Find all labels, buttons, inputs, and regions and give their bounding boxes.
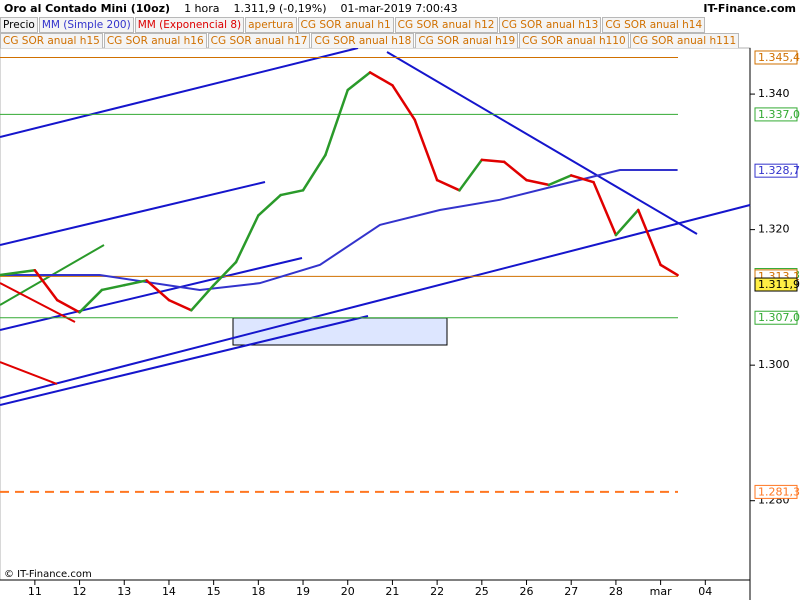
series-segment (212, 260, 238, 287)
x-tick-label: 18 (251, 585, 265, 598)
legend-entry[interactable]: CG SOR anual h12 (394, 17, 498, 33)
series-segment (167, 298, 193, 312)
legend-entry[interactable]: MM (Exponencial 8) (134, 17, 245, 33)
series-segment (33, 269, 59, 302)
x-tick-label: 28 (609, 585, 623, 598)
series-segment (614, 208, 640, 237)
legend-entry[interactable]: CG SOR anual h111 (629, 33, 740, 48)
series-segment (480, 158, 506, 164)
x-tick-label: 12 (73, 585, 87, 598)
trend-line (0, 47, 359, 138)
trend-line (386, 51, 698, 235)
legend-entry[interactable]: CG SOR anual h19 (415, 33, 519, 48)
series-segment (100, 283, 126, 292)
interval: 1 hora (184, 2, 220, 15)
series-segment (234, 214, 260, 264)
x-tick-label: mar (650, 585, 672, 598)
y-tick-label: 1.300 (758, 358, 790, 371)
legend-entry[interactable]: apertura (245, 17, 297, 33)
header: Oro al Contado Mini (10oz) 1 hora 1.311,9 … (0, 0, 800, 17)
series-segment (279, 189, 305, 197)
series-segment (502, 160, 528, 182)
level-box (754, 277, 798, 292)
legend-entry[interactable]: CG SOR anual h1 (297, 17, 394, 33)
legend-entry[interactable]: Precio (0, 17, 38, 33)
x-tick-label: 14 (162, 585, 176, 598)
series-segment (547, 174, 573, 187)
legend-entry[interactable]: CG SOR anual h110 (519, 33, 629, 48)
level-label: 1.337,0 (758, 108, 800, 121)
y-tick-label: 1.340 (758, 87, 790, 100)
legend-entry[interactable]: CG SOR anual h17 (207, 33, 311, 48)
series-segment (324, 88, 349, 157)
x-tick-label: 26 (520, 585, 534, 598)
trend-line (0, 315, 369, 406)
x-tick-label: 20 (341, 585, 355, 598)
x-tick-label: 11 (28, 585, 42, 598)
series-segment (190, 283, 215, 312)
x-tick-label: 19 (296, 585, 310, 598)
x-tick-label: 22 (430, 585, 444, 598)
series-segment (257, 193, 282, 217)
level-label: 1.328,7 (758, 164, 800, 177)
level-label: 1.307,0 (758, 311, 800, 324)
legend-entry[interactable]: CG SOR anual h15 (0, 33, 103, 48)
series-segment (123, 279, 148, 287)
series-segment (637, 208, 662, 267)
y-tick-label: 1.320 (758, 223, 790, 236)
level-box (754, 107, 798, 122)
x-tick-label: 15 (207, 585, 221, 598)
series-segment (368, 71, 394, 87)
x-tick-label: 21 (385, 585, 399, 598)
plot-area (0, 47, 751, 581)
footer: © IT-Finance.com (4, 569, 92, 580)
series-segment (346, 71, 372, 92)
brand: IT-Finance.com (703, 2, 796, 15)
series-line (0, 168, 678, 291)
trend-line (0, 361, 58, 385)
level-box (754, 310, 798, 325)
level-box (754, 50, 798, 65)
price: 1.311,9 (-0,19%) (233, 2, 327, 15)
trend-line (0, 204, 751, 399)
level-label: 1.281,3 (758, 485, 800, 498)
series-segment (78, 288, 104, 314)
series-segment (301, 153, 327, 192)
level-label: 1.345,4 (758, 51, 800, 64)
x-tick-label: 13 (117, 585, 131, 598)
level-box (754, 484, 798, 499)
series-segment (435, 178, 461, 192)
legend: Precio MM (Simple 200) MM (Exponencial 8) a… (0, 17, 750, 48)
trend-line (0, 282, 76, 323)
legend-entry[interactable]: CG SOR anual h13 (498, 17, 602, 33)
series-segment (592, 180, 618, 237)
x-tick-label: 27 (564, 585, 578, 598)
series-segment (413, 118, 439, 182)
series-segment (525, 178, 551, 187)
series-segment (0, 269, 37, 277)
series-segment (145, 279, 171, 302)
datetime: 01-mar-2019 7:00:43 (340, 2, 458, 15)
level-label: 1.311,9 (758, 278, 800, 291)
instrument: Oro al Contado Mini (10oz) (4, 2, 171, 15)
legend-entry[interactable]: CG SOR anual h16 (103, 33, 207, 48)
trend-line (0, 181, 266, 246)
series-segment (458, 158, 484, 192)
legend-entry[interactable]: MM (Simple 200) (38, 17, 134, 33)
series-segment (391, 84, 417, 122)
x-tick-label: 25 (475, 585, 489, 598)
series-segment (55, 298, 81, 314)
level-box (754, 163, 798, 178)
series-segment (569, 174, 595, 184)
legend-entry[interactable]: CG SOR anual h14 (602, 17, 706, 33)
legend-entry[interactable]: CG SOR anual h18 (311, 33, 415, 48)
series-segment (659, 263, 679, 277)
x-tick-label: 04 (698, 585, 712, 598)
